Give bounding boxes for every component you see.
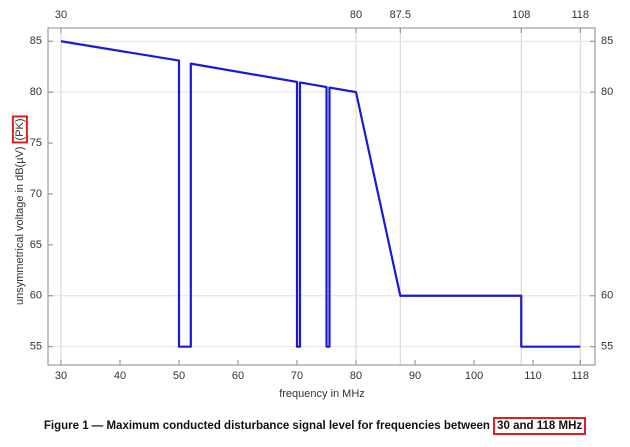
x-tick-label: 30	[55, 370, 67, 382]
x-tick-label: 50	[173, 370, 185, 382]
top-tick-label: 108	[512, 9, 530, 21]
top-tick-label: 87.5	[390, 9, 411, 21]
y-tick-label: 65	[30, 239, 42, 251]
x-tick-label: 60	[232, 370, 244, 382]
x-axis-title: frequency in MHz	[279, 388, 365, 400]
data-line	[60, 40, 581, 348]
x-tick-label: 110	[524, 370, 542, 382]
caption: Figure 1 — Maximum conducted disturbance…	[0, 417, 630, 435]
top-tick-label: 80	[350, 9, 362, 21]
top-tick-label: 118	[571, 9, 589, 21]
y-tick-label: 75	[30, 137, 42, 149]
x-tick-label: 118	[571, 370, 589, 382]
y-tick-label: 60	[30, 290, 42, 302]
highlight-box	[11, 115, 28, 144]
y-tick-label: 85	[30, 35, 42, 47]
x-tick-label: 80	[350, 370, 362, 382]
y-axis-title: unsymmetrical voltage in dB(µV)	[14, 146, 26, 305]
x-tick-label: 100	[465, 370, 483, 382]
top-tick-label: 30	[55, 9, 67, 21]
y-tick-label: 70	[30, 188, 42, 200]
y-tick-label: 55	[30, 341, 42, 353]
y-tick-label: 80	[30, 86, 42, 98]
caption-text: Figure 1 — Maximum conducted disturbance…	[43, 420, 490, 432]
x-tick-label: 40	[114, 370, 126, 382]
right-tick-label: 80	[601, 86, 613, 98]
chart: frequency in MHz unsymmetrical voltage i…	[11, 9, 613, 400]
right-tick-label: 85	[601, 35, 613, 47]
x-tick-label: 70	[291, 370, 303, 382]
y-axis-title-group: unsymmetrical voltage in dB(µV) (PK)	[11, 115, 28, 305]
plot-frame	[47, 27, 596, 366]
y-axis-title-highlight: (PK)	[14, 118, 26, 140]
right-tick-label: 60	[601, 290, 613, 302]
caption-highlight: 30 and 118 MHz	[493, 417, 587, 435]
x-tick-label: 90	[409, 370, 421, 382]
right-tick-label: 55	[601, 341, 613, 353]
